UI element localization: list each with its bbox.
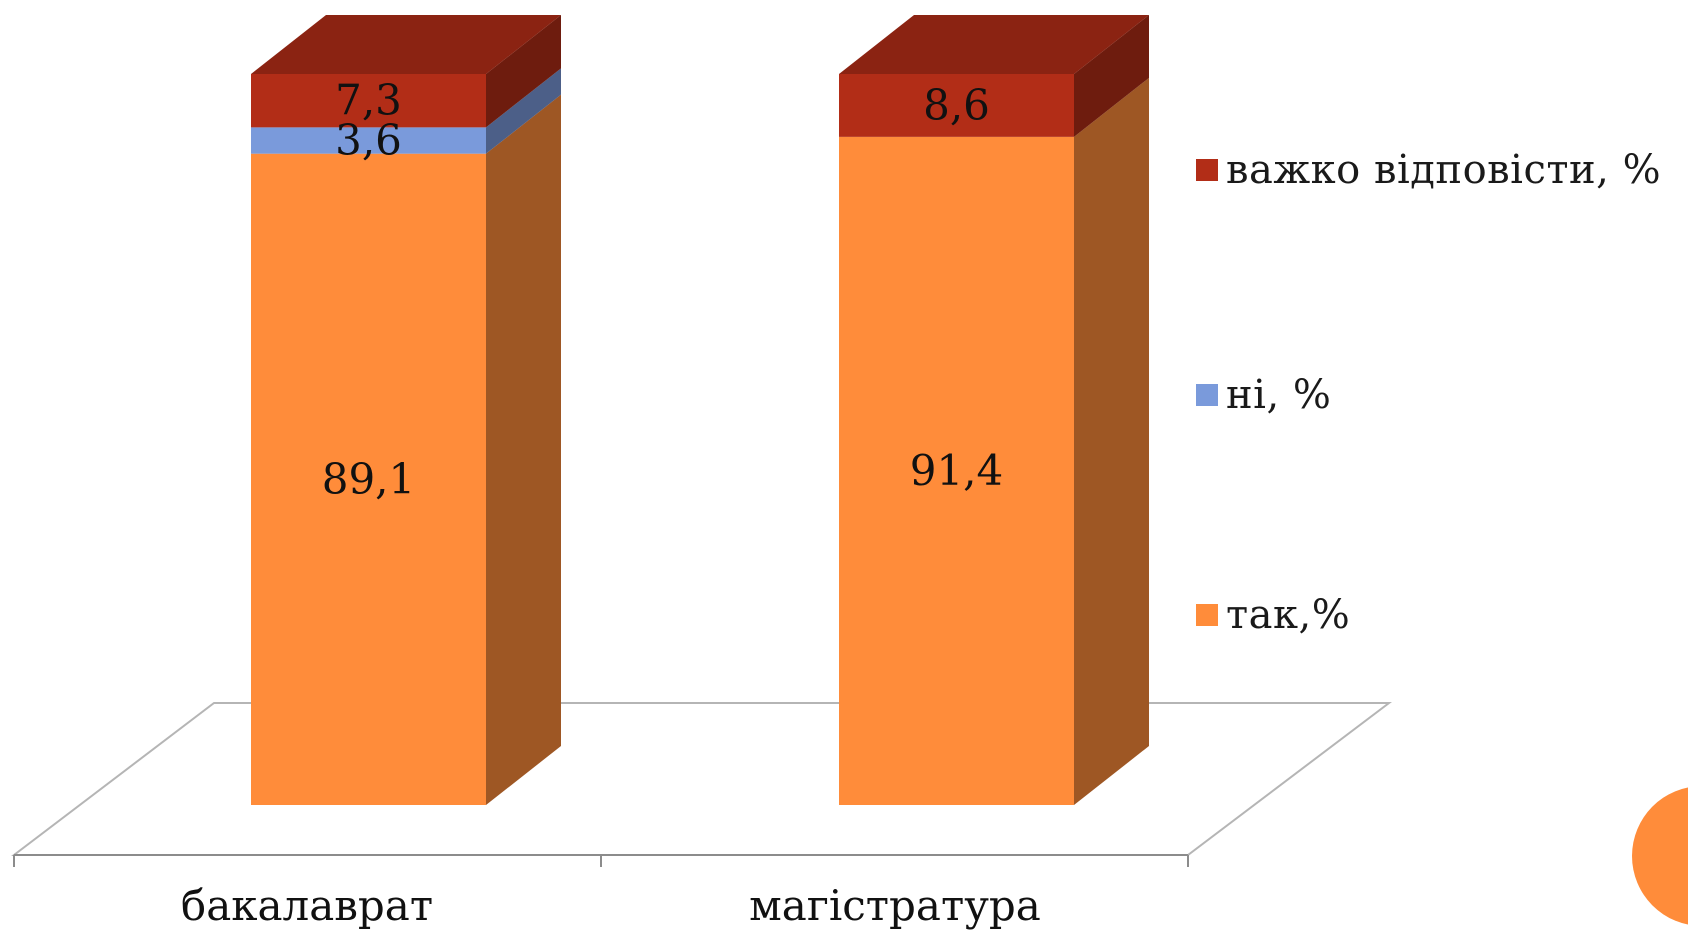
data-label: 89,1 (322, 454, 416, 503)
data-label: 7,3 (335, 76, 402, 125)
bar-front (251, 153, 486, 805)
data-label: 91,4 (910, 446, 1004, 495)
legend-swatch (1196, 604, 1218, 626)
floor-plane (11, 702, 1392, 856)
legend-item: ні, % (1196, 365, 1331, 425)
x-axis: бакалаврат магістратура (13, 854, 1189, 930)
bars-group (251, 15, 1149, 806)
x-tick-label: бакалаврат (181, 881, 433, 930)
legend-swatch (1196, 159, 1218, 181)
bar-segment (251, 94, 561, 805)
bar-segment (839, 77, 1149, 806)
bar-side (486, 15, 561, 128)
data-label: 8,6 (923, 80, 990, 129)
bar-side (486, 68, 561, 154)
bar-segment (251, 68, 561, 154)
legend-item: так,% (1196, 585, 1350, 645)
bar-front (839, 74, 1074, 137)
bar-top (839, 15, 1149, 74)
legend-item: важко відповісти, % (1196, 140, 1661, 200)
data-labels: 89,1 3,67,3 91,4 8,6 (322, 76, 1004, 504)
bar-top (251, 15, 561, 74)
bar-front (839, 136, 1074, 806)
data-label: 3,6 (335, 116, 402, 165)
chart-floor (11, 702, 1392, 856)
x-tick-label: магістратура (749, 881, 1041, 930)
legend-label: важко відповісти, % (1226, 147, 1662, 193)
bar-segment (839, 15, 1149, 137)
legend-label: ні, % (1226, 372, 1332, 418)
legend-swatch (1196, 384, 1218, 406)
bar-side (1074, 15, 1149, 137)
bar-segment (251, 15, 561, 128)
bar-front (251, 74, 486, 128)
bar-side (486, 94, 561, 805)
legend-label: так,% (1226, 592, 1351, 638)
bar-side (1074, 77, 1149, 806)
bar-front (251, 127, 486, 154)
